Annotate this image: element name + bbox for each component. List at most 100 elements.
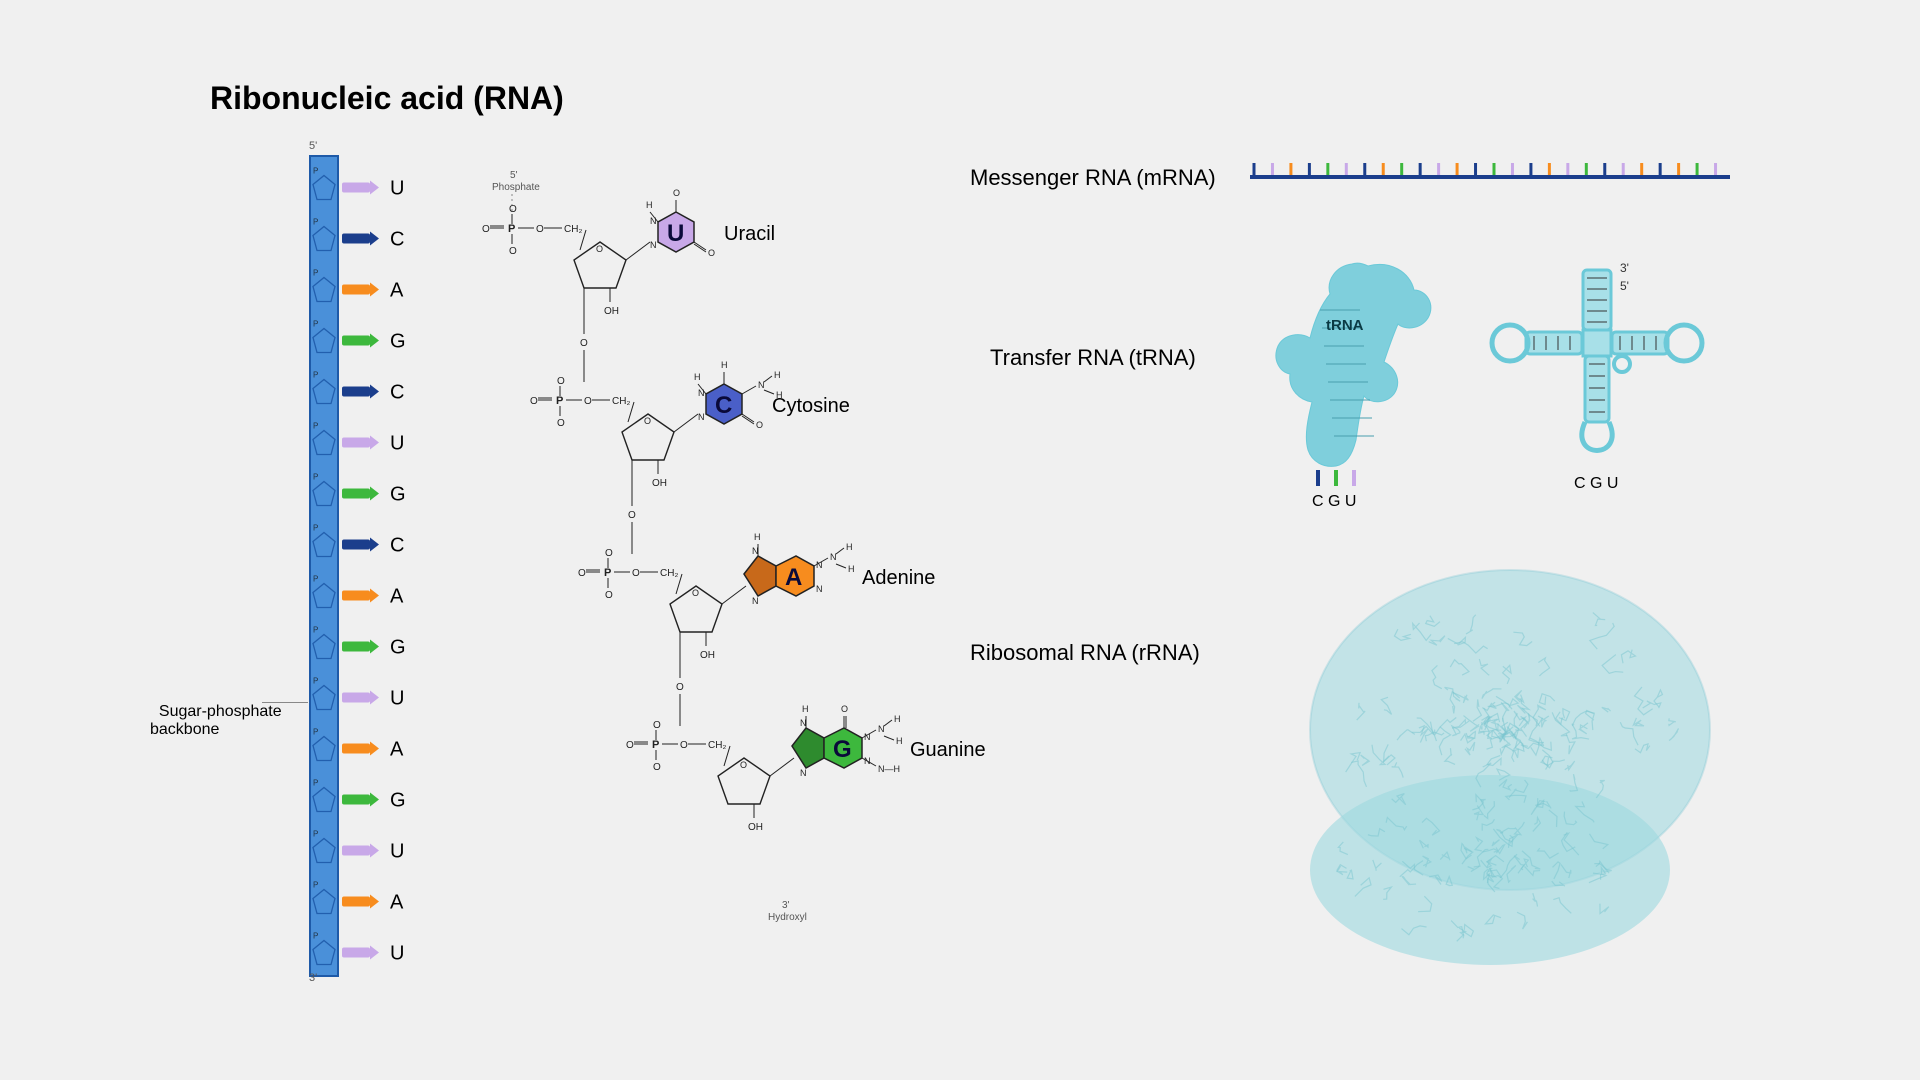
svg-text:OH: OH <box>652 478 667 489</box>
svg-text:C: C <box>390 535 404 557</box>
svg-text:A: A <box>390 280 404 302</box>
svg-text:C: C <box>715 392 732 419</box>
svg-text:P: P <box>556 395 563 407</box>
svg-text:O: O <box>708 248 715 258</box>
svg-text:O: O <box>605 590 613 601</box>
svg-text:3': 3' <box>782 900 790 911</box>
svg-text:P: P <box>313 524 318 533</box>
nucleotide-chemistry: 5'PhosphateOPOOOCH₂OOHOUNNOOHUracilOPOOO… <box>450 150 1070 980</box>
svg-text:P: P <box>313 575 318 584</box>
svg-text:N: N <box>830 552 837 562</box>
svg-text:OH: OH <box>748 822 763 833</box>
svg-text:P: P <box>313 422 318 431</box>
svg-text:H: H <box>848 564 855 574</box>
svg-text:P: P <box>313 320 318 329</box>
svg-text:G: G <box>390 790 406 812</box>
svg-text:P: P <box>313 269 318 278</box>
svg-text:U: U <box>667 220 684 247</box>
svg-text:H: H <box>896 736 903 746</box>
svg-text:Uracil: Uracil <box>724 223 775 245</box>
svg-text:H: H <box>754 532 761 542</box>
svg-text:N: N <box>816 584 823 594</box>
svg-text:A: A <box>390 739 404 761</box>
svg-text:O: O <box>530 396 538 407</box>
svg-text:P: P <box>313 626 318 635</box>
svg-text:P: P <box>313 881 318 890</box>
svg-text:P: P <box>313 830 318 839</box>
svg-text:OH: OH <box>604 306 619 317</box>
svg-text:P: P <box>313 677 318 686</box>
svg-text:P: P <box>313 167 318 176</box>
svg-text:O: O <box>632 568 640 579</box>
svg-text:C G U: C G U <box>1312 493 1356 510</box>
svg-text:P: P <box>313 218 318 227</box>
svg-text:N: N <box>800 768 807 778</box>
svg-text:O: O <box>596 244 603 254</box>
svg-text:A: A <box>785 564 802 591</box>
backbone-label: Sugar-phosphate backbone <box>150 685 282 739</box>
trna-label: Transfer RNA (tRNA) <box>990 345 1196 371</box>
svg-text:C: C <box>390 229 404 251</box>
svg-text:O: O <box>628 510 636 521</box>
svg-text:U: U <box>390 433 404 455</box>
svg-text:O: O <box>578 568 586 579</box>
svg-text:O: O <box>692 588 699 598</box>
svg-text:O: O <box>605 548 613 559</box>
svg-text:H: H <box>774 370 781 380</box>
svg-text:G: G <box>390 637 406 659</box>
svg-text:O: O <box>509 246 517 257</box>
rrna-label: Ribosomal RNA (rRNA) <box>970 640 1200 666</box>
svg-text:O: O <box>584 396 592 407</box>
svg-text:U: U <box>390 841 404 863</box>
svg-text:H: H <box>721 360 728 370</box>
svg-text:G: G <box>390 331 406 353</box>
svg-text:P: P <box>604 567 611 579</box>
svg-text:CH₂: CH₂ <box>564 224 582 235</box>
svg-text:O: O <box>653 720 661 731</box>
mrna-label: Messenger RNA (mRNA) <box>970 165 1216 191</box>
svg-text:O: O <box>644 416 651 426</box>
svg-text:O: O <box>509 204 517 215</box>
svg-text:P: P <box>313 473 318 482</box>
svg-text:O: O <box>482 224 490 235</box>
svg-text:A: A <box>390 892 404 914</box>
svg-text:N: N <box>878 724 885 734</box>
svg-text:O: O <box>626 740 634 751</box>
svg-text:Hydroxyl: Hydroxyl <box>768 912 807 923</box>
svg-text:H: H <box>802 704 809 714</box>
svg-text:O: O <box>756 420 763 430</box>
svg-text:U: U <box>390 688 404 710</box>
svg-text:P: P <box>313 779 318 788</box>
strand-3prime: 3' <box>309 972 317 984</box>
strand-5prime: 5' <box>309 140 317 152</box>
svg-text:tRNA: tRNA <box>1326 317 1364 334</box>
svg-text:N: N <box>752 596 759 606</box>
svg-text:H: H <box>646 200 653 210</box>
svg-text:O: O <box>740 760 747 770</box>
svg-text:P: P <box>313 728 318 737</box>
svg-text:N: N <box>698 412 705 422</box>
svg-text:O: O <box>676 682 684 693</box>
mrna-strand <box>1250 155 1750 195</box>
svg-text:Phosphate: Phosphate <box>492 182 540 193</box>
svg-text:G: G <box>390 484 406 506</box>
svg-text:OH: OH <box>700 650 715 661</box>
svg-text:H: H <box>894 714 901 724</box>
svg-text:CH₂: CH₂ <box>660 568 678 579</box>
rrna-blob <box>1270 560 1750 980</box>
svg-text:5': 5' <box>510 170 518 181</box>
svg-text:N—H: N—H <box>878 764 900 774</box>
svg-text:C G U: C G U <box>1574 475 1618 492</box>
svg-text:N: N <box>698 388 705 398</box>
svg-text:C: C <box>390 382 404 404</box>
svg-text:A: A <box>390 586 404 608</box>
svg-text:U: U <box>390 178 404 200</box>
svg-text:O: O <box>557 418 565 429</box>
svg-text:H: H <box>846 542 853 552</box>
svg-text:N: N <box>650 216 657 226</box>
svg-text:O: O <box>536 224 544 235</box>
svg-text:P: P <box>313 932 318 941</box>
svg-text:O: O <box>673 188 680 198</box>
svg-text:O: O <box>841 704 848 714</box>
svg-text:O: O <box>557 376 565 387</box>
